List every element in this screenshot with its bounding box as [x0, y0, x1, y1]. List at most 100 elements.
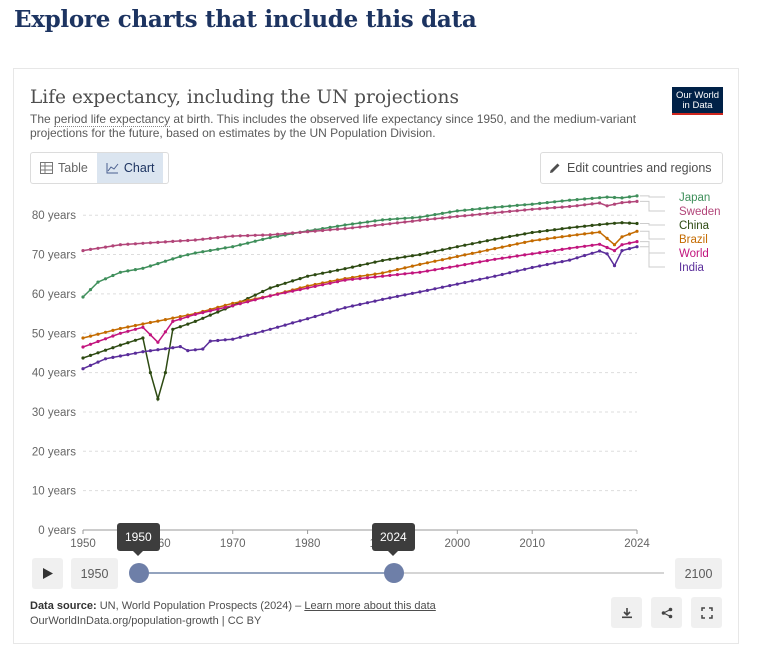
timeline-end-handle[interactable]: 2024 [372, 523, 415, 583]
data-point-sweden [388, 222, 392, 226]
data-point-sweden [186, 238, 190, 243]
tab-table[interactable]: Table [31, 153, 97, 183]
data-point-sweden [612, 202, 617, 206]
timeline-start-handle[interactable]: 1950 [117, 523, 160, 583]
data-point-brazil [148, 320, 152, 325]
data-point-japan [246, 241, 250, 245]
y-tick-label: 10 years [32, 486, 76, 498]
data-point-india [276, 325, 280, 329]
data-point-world [148, 333, 152, 337]
data-point-india [575, 256, 579, 260]
timeline-range-fill [139, 572, 394, 574]
data-point-world [231, 304, 235, 308]
data-point-sweden [111, 244, 115, 248]
data-point-world [298, 288, 302, 292]
data-point-sweden [291, 231, 295, 235]
data-point-world [515, 254, 519, 258]
period-life-expectancy-link[interactable]: period life expectancy [54, 112, 171, 127]
data-point-sweden [478, 212, 482, 216]
data-point-china [156, 397, 160, 401]
data-point-china [620, 221, 624, 225]
data-point-china [395, 256, 399, 260]
data-point-brazil [425, 261, 429, 265]
data-point-world [523, 253, 527, 257]
learn-more-link[interactable]: Learn more about this data [304, 600, 436, 612]
data-point-china [612, 221, 617, 225]
data-point-india [380, 297, 385, 301]
data-point-world [283, 291, 287, 295]
data-point-india [216, 338, 220, 343]
timeline-start-year[interactable]: 1950 [71, 558, 118, 589]
data-point-japan [575, 198, 579, 202]
data-point-china [126, 341, 130, 345]
chart-title: Life expectancy, including the UN projec… [30, 87, 459, 108]
series-line-japan [82, 195, 638, 298]
data-point-sweden [455, 214, 459, 218]
data-point-brazil [553, 236, 557, 240]
share-button[interactable] [651, 597, 682, 628]
data-point-sweden [448, 215, 452, 219]
data-point-china [276, 284, 280, 288]
tab-chart[interactable]: Chart [96, 153, 164, 183]
data-point-india [560, 260, 564, 264]
data-point-japan [216, 247, 220, 251]
data-point-india [335, 308, 340, 312]
data-point-india [365, 301, 370, 305]
data-point-china [343, 267, 347, 271]
data-point-brazil [575, 233, 579, 237]
data-point-world [627, 241, 632, 245]
data-point-world [500, 256, 504, 260]
data-point-japan [508, 204, 512, 208]
data-point-sweden [627, 200, 632, 204]
y-tick-label: 80 years [32, 210, 76, 222]
data-point-india [186, 349, 190, 353]
edit-countries-button[interactable]: Edit countries and regions [540, 152, 723, 184]
data-point-sweden [171, 239, 175, 243]
data-point-india [261, 329, 265, 333]
data-point-india [291, 321, 295, 325]
data-point-brazil [111, 328, 115, 332]
data-point-world [395, 273, 399, 277]
data-point-china [321, 271, 325, 275]
play-icon [42, 568, 53, 579]
data-point-india [470, 279, 474, 283]
data-point-brazil [126, 325, 130, 329]
data-point-japan [523, 203, 527, 207]
data-point-india [133, 351, 137, 355]
data-point-sweden [410, 219, 414, 223]
data-point-sweden [373, 223, 377, 227]
data-point-india [208, 339, 212, 343]
data-point-india [418, 290, 422, 294]
data-point-sweden [81, 249, 85, 253]
data-point-brazil [403, 266, 407, 270]
data-point-china [216, 310, 220, 314]
data-point-china [335, 268, 340, 272]
data-point-china [598, 223, 602, 227]
play-button[interactable] [32, 558, 63, 589]
owid-logo[interactable]: Our World in Data [672, 87, 723, 115]
line-chart-icon [106, 163, 119, 174]
data-point-sweden [231, 234, 235, 238]
data-point-brazil [231, 301, 235, 305]
fullscreen-button[interactable] [691, 597, 722, 628]
data-point-world [620, 243, 624, 247]
data-point-brazil [530, 239, 534, 243]
data-point-world [418, 270, 422, 274]
data-point-sweden [276, 232, 280, 236]
view-tabs: Table Chart [30, 152, 169, 184]
data-point-world [328, 281, 332, 285]
data-point-india [298, 319, 302, 323]
data-point-japan [126, 269, 130, 273]
download-button[interactable] [611, 597, 642, 628]
data-point-sweden [433, 217, 437, 221]
data-point-india [313, 314, 317, 319]
data-point-world [365, 276, 370, 280]
data-point-sweden [590, 202, 594, 206]
data-point-india [515, 269, 519, 273]
timeline-end-year[interactable]: 2100 [675, 558, 722, 589]
data-point-world [306, 286, 310, 290]
data-point-sweden [493, 211, 497, 215]
data-point-world [350, 277, 355, 281]
data-point-brazil [598, 230, 602, 234]
data-point-world [612, 249, 617, 253]
